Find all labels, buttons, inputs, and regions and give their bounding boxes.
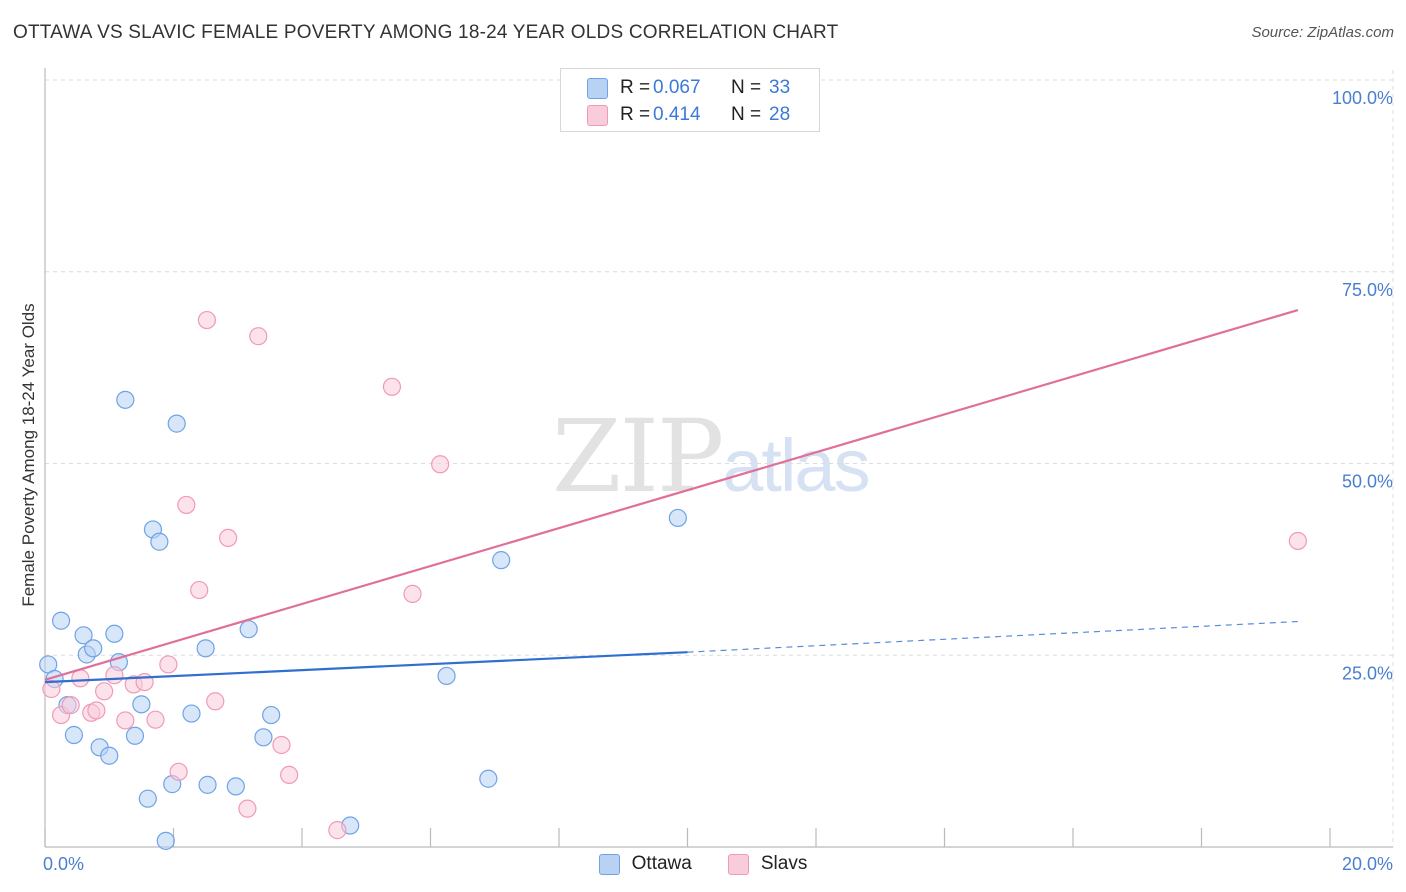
- slavs-point: [1288, 531, 1307, 551]
- y-tick-label: 75.0%: [1342, 280, 1393, 300]
- slavs-point: [197, 310, 217, 330]
- data-points: [39, 310, 1307, 850]
- ottawa-point: [150, 532, 169, 551]
- slavs-point: [272, 735, 291, 755]
- slavs-point: [42, 679, 61, 699]
- legend-item-slavs[interactable]: Slavs: [727, 853, 808, 875]
- slavs-point: [219, 528, 238, 547]
- ottawa-point: [479, 769, 498, 788]
- slavs-swatch: [727, 853, 749, 875]
- ottawa-point: [239, 620, 258, 639]
- slavs-point: [159, 655, 178, 674]
- n-value: 28: [769, 104, 791, 125]
- slavs-trend-line: [44, 309, 1299, 681]
- slavs-point: [249, 327, 268, 346]
- slavs-point: [177, 495, 196, 515]
- r-value: 0.414: [653, 104, 701, 125]
- slavs-point: [146, 710, 165, 729]
- ottawa-swatch: [587, 77, 608, 99]
- legend-row-ottawa: R = 0.067 N = 33: [587, 76, 790, 100]
- legend-row-slavs: R = 0.414 N = 28: [587, 103, 790, 127]
- slavs-point: [169, 762, 188, 781]
- legend-item-ottawa[interactable]: Ottawa: [598, 853, 692, 875]
- watermark-zip: ZIP: [552, 398, 724, 515]
- ottawa-point: [74, 626, 93, 645]
- tick-labels: 25.0% 50.0% 75.0% 100.0% 0.0% 20.0%: [43, 88, 1393, 874]
- ottawa-point: [64, 725, 84, 745]
- slavs-point: [403, 584, 422, 603]
- ottawa-point: [156, 831, 175, 850]
- y-tick-label: 100.0%: [1332, 88, 1393, 108]
- ottawa-point: [125, 726, 145, 745]
- x-tick-label: 0.0%: [43, 854, 84, 874]
- slavs-point: [116, 711, 135, 730]
- ottawa-trend-line: [44, 651, 688, 684]
- source-label: Source: ZipAtlas.com: [1251, 24, 1394, 41]
- ottawa-point: [138, 789, 157, 808]
- grid-lines: [45, 70, 1394, 847]
- y-tick-label: 50.0%: [1342, 472, 1393, 492]
- ottawa-point: [132, 695, 151, 714]
- slavs-point: [190, 580, 209, 600]
- ottawa-point: [116, 390, 135, 409]
- y-tick-label: 25.0%: [1342, 663, 1393, 683]
- ottawa-point: [668, 508, 687, 528]
- ottawa-point: [198, 775, 217, 794]
- ottawa-point: [84, 639, 103, 658]
- slavs-point: [71, 669, 90, 688]
- ottawa-point: [437, 666, 456, 686]
- slavs-point: [206, 692, 225, 711]
- n-label: N =: [731, 77, 762, 98]
- ottawa-point: [196, 639, 215, 658]
- ottawa-point: [262, 705, 281, 725]
- slavs-point: [382, 377, 402, 396]
- n-value: 33: [769, 77, 791, 98]
- ottawa-point: [105, 624, 124, 643]
- legend-label-slavs: Slavs: [760, 853, 808, 874]
- ottawa-point: [100, 746, 119, 765]
- slavs-point: [431, 455, 450, 474]
- trend-lines: [44, 309, 1299, 684]
- watermark: ZIPatlas: [552, 398, 871, 515]
- slavs-point: [61, 696, 80, 715]
- ottawa-point: [492, 551, 511, 570]
- ottawa-point: [254, 728, 273, 747]
- ottawa-trend-extension: [687, 620, 1298, 653]
- r-value: 0.067: [653, 77, 701, 98]
- slavs-point: [328, 821, 347, 840]
- stats-legend: R = 0.067 N = 33 R = 0.414 N = 28: [560, 68, 820, 132]
- slavs-point: [238, 799, 257, 818]
- ottawa-point: [51, 611, 71, 630]
- slavs-swatch: [587, 104, 608, 126]
- slavs-point: [87, 701, 106, 720]
- ottawa-point: [167, 414, 186, 433]
- r-label: R =: [620, 77, 651, 98]
- axes: [44, 68, 1393, 848]
- slavs-point: [95, 682, 114, 701]
- watermark-atlas: atlas: [722, 424, 870, 507]
- n-label: N =: [731, 104, 762, 125]
- legend-label-ottawa: Ottawa: [631, 853, 692, 874]
- ottawa-swatch: [598, 853, 620, 875]
- series-legend: Ottawa Slavs: [0, 851, 1406, 877]
- ottawa-point: [182, 704, 201, 723]
- chart-title: OTTAWA VS SLAVIC FEMALE POVERTY AMONG 18…: [13, 22, 839, 43]
- r-label: R =: [620, 104, 651, 125]
- ottawa-point: [226, 777, 245, 796]
- slavs-point: [105, 666, 124, 685]
- x-tick-label: 20.0%: [1342, 854, 1393, 874]
- slavs-point: [280, 765, 299, 785]
